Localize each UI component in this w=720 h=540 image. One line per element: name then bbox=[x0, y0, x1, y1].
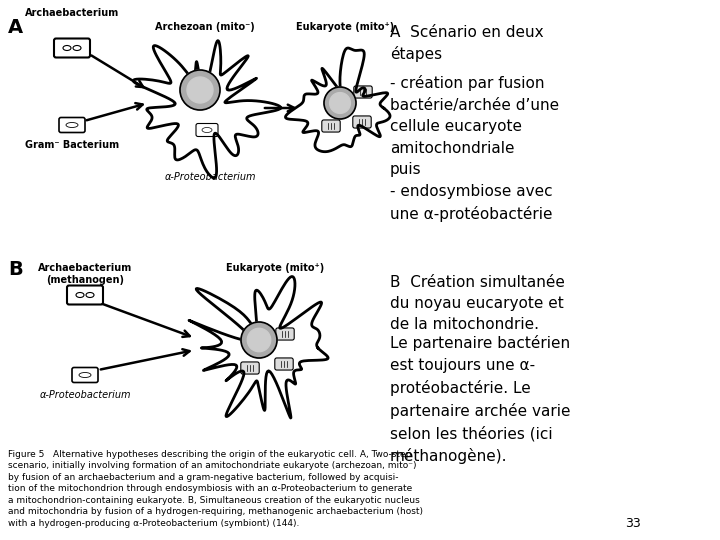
Text: B: B bbox=[8, 260, 23, 279]
FancyBboxPatch shape bbox=[72, 368, 98, 382]
Circle shape bbox=[241, 322, 277, 358]
FancyBboxPatch shape bbox=[354, 86, 372, 98]
Text: A: A bbox=[8, 18, 23, 37]
Circle shape bbox=[180, 70, 220, 110]
FancyBboxPatch shape bbox=[67, 286, 103, 305]
FancyBboxPatch shape bbox=[196, 124, 218, 137]
Text: Gram⁻ Bacterium: Gram⁻ Bacterium bbox=[25, 140, 119, 150]
Text: - création par fusion
bactérie/archée d’une
cellule eucaryote
amitochondriale
pu: - création par fusion bactérie/archée d’… bbox=[390, 75, 559, 222]
Text: B  Création simultanée
du noyau eucaryote et
de la mitochondrie.: B Création simultanée du noyau eucaryote… bbox=[390, 275, 565, 332]
FancyBboxPatch shape bbox=[54, 38, 90, 57]
FancyBboxPatch shape bbox=[275, 358, 293, 370]
Text: Eukaryote (mito⁺): Eukaryote (mito⁺) bbox=[226, 263, 324, 273]
Text: A  Scénario en deux
étapes: A Scénario en deux étapes bbox=[390, 25, 544, 63]
FancyBboxPatch shape bbox=[276, 328, 294, 340]
FancyBboxPatch shape bbox=[353, 116, 372, 128]
Text: α-Proteobacterium: α-Proteobacterium bbox=[164, 172, 256, 182]
Text: α-Proteobacterium: α-Proteobacterium bbox=[40, 390, 131, 400]
Circle shape bbox=[187, 77, 213, 103]
Text: Archezoan (mito⁻): Archezoan (mito⁻) bbox=[155, 22, 255, 32]
Text: Eukaryote (mito⁺): Eukaryote (mito⁺) bbox=[296, 22, 394, 32]
Text: Archaebacterium
(methanogen): Archaebacterium (methanogen) bbox=[38, 263, 132, 285]
Text: Archaebacterium: Archaebacterium bbox=[25, 8, 119, 18]
FancyBboxPatch shape bbox=[59, 118, 85, 132]
Text: Figure 5   Alternative hypotheses describing the origin of the eukaryotic cell. : Figure 5 Alternative hypotheses describi… bbox=[8, 450, 423, 528]
Circle shape bbox=[324, 87, 356, 119]
Text: 33: 33 bbox=[625, 517, 641, 530]
Text: Le partenaire bactérien
est toujours une α-
protéobactérie. Le
partenaire archée: Le partenaire bactérien est toujours une… bbox=[390, 335, 570, 464]
FancyBboxPatch shape bbox=[240, 362, 259, 374]
FancyBboxPatch shape bbox=[322, 120, 340, 132]
Circle shape bbox=[330, 92, 351, 113]
Circle shape bbox=[247, 328, 271, 352]
